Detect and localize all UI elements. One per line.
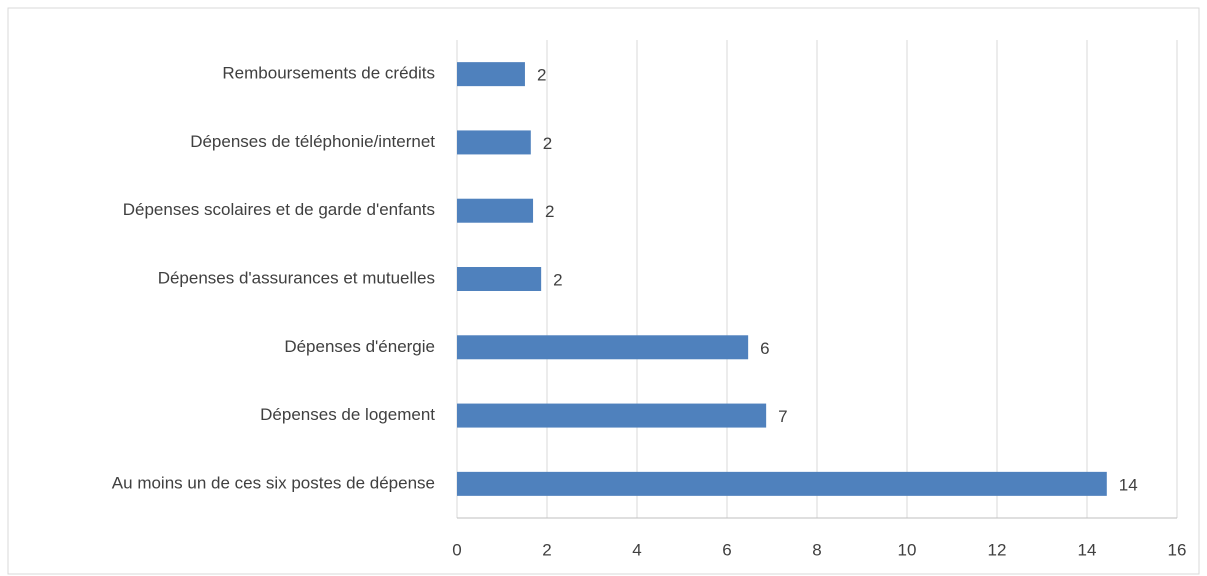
x-tick-label: 6	[722, 540, 731, 559]
bar	[457, 335, 749, 360]
bar	[457, 198, 534, 223]
data-label: 14	[1119, 475, 1138, 494]
x-tick-label: 2	[542, 540, 551, 559]
y-tick-label: Dépenses d'assurances et mutuelles	[158, 268, 435, 287]
bar	[457, 130, 531, 155]
x-tick-label: 8	[812, 540, 821, 559]
y-tick-label: Dépenses d'énergie	[284, 337, 435, 356]
data-label: 2	[537, 66, 546, 85]
data-label: 2	[543, 134, 552, 153]
y-tick-label: Remboursements de crédits	[222, 64, 435, 83]
x-tick-label: 14	[1078, 540, 1097, 559]
x-tick-label: 0	[452, 540, 461, 559]
bar	[457, 403, 767, 428]
y-tick-label: Dépenses de logement	[260, 405, 435, 424]
bar	[457, 62, 525, 87]
y-tick-label: Dépenses de téléphonie/internet	[190, 132, 435, 151]
data-label: 2	[553, 270, 562, 289]
bar	[457, 471, 1107, 496]
x-tick-label: 12	[988, 540, 1007, 559]
bar	[457, 267, 542, 291]
data-label: 6	[760, 339, 769, 358]
y-tick-label: Au moins un de ces six postes de dépense	[112, 473, 435, 492]
x-tick-label: 16	[1168, 540, 1187, 559]
x-tick-label: 4	[632, 540, 641, 559]
data-label: 2	[545, 202, 554, 221]
y-tick-label: Dépenses scolaires et de garde d'enfants	[123, 200, 435, 219]
x-tick-label: 10	[898, 540, 917, 559]
data-label: 7	[778, 407, 787, 426]
